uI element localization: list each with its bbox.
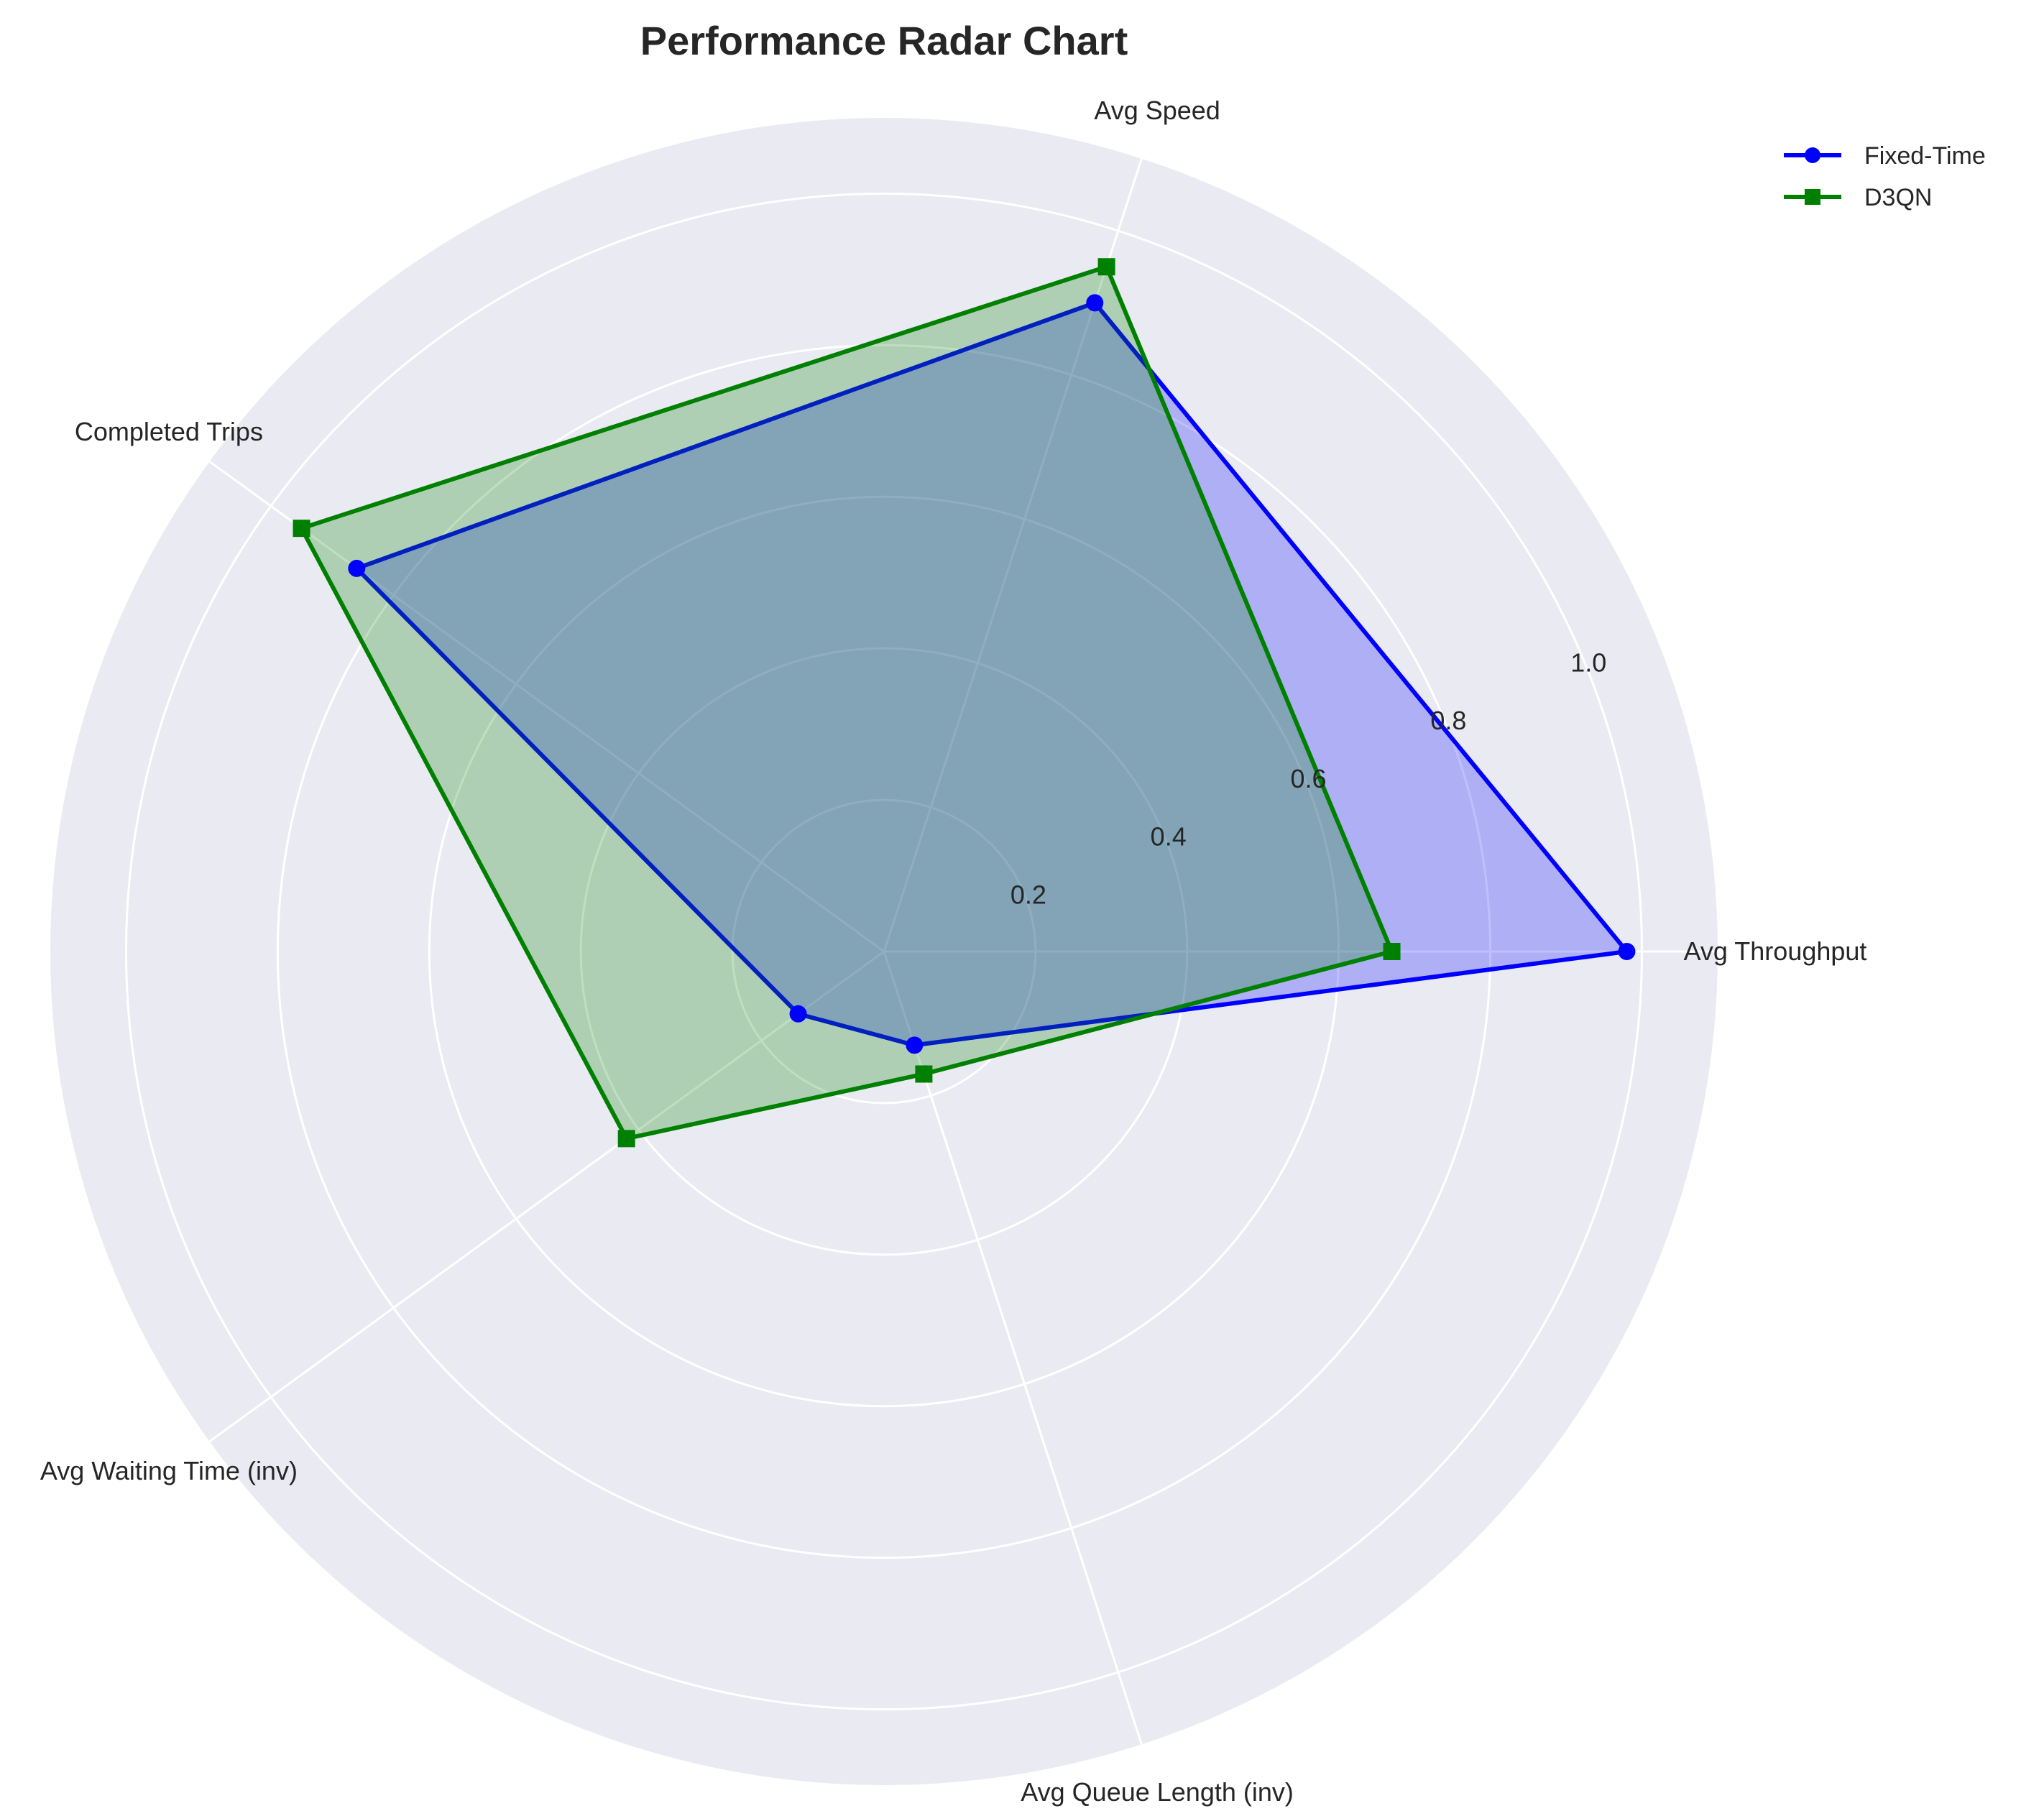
series-layer	[293, 258, 1636, 1148]
tick-label-1: 0.4	[1151, 822, 1187, 852]
radial-tick-labels: 0.2 0.4 0.6 0.8 1.0	[1011, 648, 1606, 909]
tick-label-3: 0.8	[1430, 706, 1466, 735]
legend-label-d3qn: D3QN	[1864, 184, 1932, 211]
data-point-0-2	[348, 559, 366, 577]
spoke-2	[208, 460, 885, 953]
axis-label-4: Avg Queue Length (inv)	[1021, 1777, 1294, 1807]
angular-gridlines	[208, 158, 1718, 1745]
legend-marker-fixed-time	[1805, 147, 1820, 163]
tick-label-4: 1.0	[1570, 648, 1606, 677]
data-point-0-1	[1086, 294, 1104, 312]
chart-title: Performance Radar Chart	[640, 18, 1128, 63]
series-area-1	[301, 267, 1392, 1139]
axis-label-1: Avg Speed	[1094, 96, 1220, 125]
data-point-0-4	[906, 1036, 924, 1054]
axis-label-3: Avg Waiting Time (inv)	[40, 1456, 298, 1485]
legend-marker-d3qn	[1805, 189, 1820, 205]
axis-label-2: Completed Trips	[75, 417, 263, 446]
data-point-1-0	[1383, 943, 1401, 960]
spoke-4	[883, 951, 1143, 1745]
tick-label-2: 0.6	[1291, 764, 1327, 793]
axis-labels: Avg Throughput Avg Speed Completed Trips Av…	[40, 96, 1867, 1807]
spoke-1	[883, 158, 1143, 952]
data-point-1-1	[1097, 258, 1115, 276]
legend-label-fixed-time: Fixed-Time	[1864, 142, 1986, 170]
series-area-0	[356, 303, 1627, 1046]
series-line-0	[354, 300, 1629, 1048]
data-point-1-4	[915, 1065, 933, 1083]
data-point-1-3	[617, 1130, 635, 1148]
spoke-3	[208, 950, 885, 1443]
series-line-1	[299, 264, 1394, 1141]
data-point-0-0	[1618, 943, 1636, 960]
legend: Fixed-Time D3QN	[1784, 142, 1986, 211]
data-point-0-3	[789, 1005, 807, 1023]
tick-label-0: 0.2	[1011, 880, 1046, 909]
data-point-1-2	[293, 520, 310, 538]
axis-label-0: Avg Throughput	[1684, 936, 1867, 966]
